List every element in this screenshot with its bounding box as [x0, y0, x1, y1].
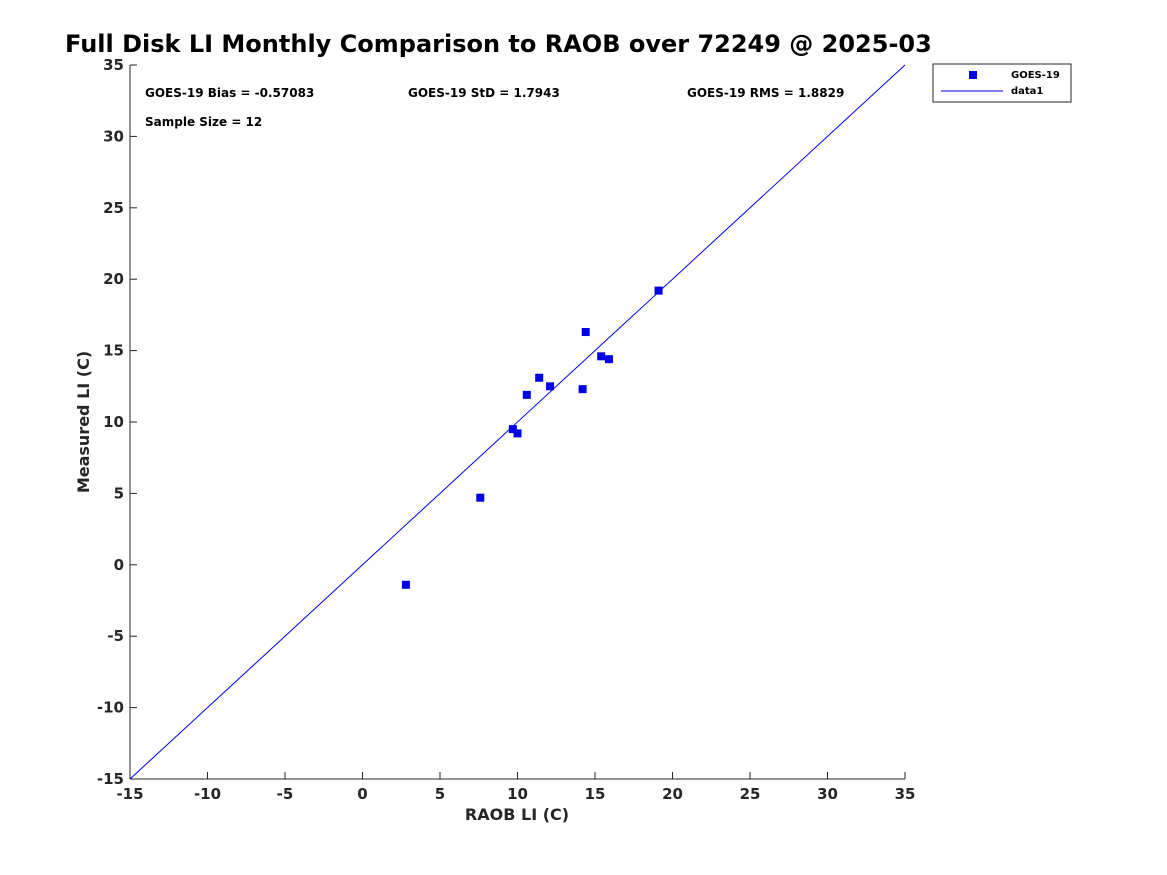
scatter-point — [401, 580, 410, 589]
y-tick-label: -10 — [97, 699, 124, 717]
scatter-point — [535, 373, 544, 382]
y-axis-label: Measured LI (C) — [74, 351, 93, 493]
scatter-point — [578, 385, 587, 394]
x-tick-label: -15 — [116, 785, 143, 803]
scatter-point — [522, 390, 531, 399]
y-tick-label: 5 — [114, 484, 124, 502]
y-tick-label: 35 — [103, 56, 124, 74]
scatter-point — [546, 382, 555, 391]
legend-box — [932, 63, 1072, 103]
scatter-point — [597, 352, 606, 361]
bias-annotation: GOES-19 Bias = -0.57083 — [145, 86, 314, 100]
y-tick-label: 30 — [103, 127, 124, 145]
x-tick-label: 10 — [507, 785, 528, 803]
scatter-point — [513, 429, 522, 438]
sample-size-annotation: Sample Size = 12 — [145, 115, 262, 129]
y-ticks: -15 -10 -5 0 5 10 15 20 25 30 35 — [97, 56, 137, 788]
series-goes19 — [401, 286, 663, 589]
y-tick-label: -15 — [97, 770, 124, 788]
scatter-point — [508, 425, 517, 434]
scatter-point — [581, 328, 590, 337]
x-tick-label: 25 — [740, 785, 761, 803]
x-tick-label: 20 — [662, 785, 683, 803]
x-tick-label: 15 — [585, 785, 606, 803]
y-tick-label: 20 — [103, 270, 124, 288]
chart-title: Full Disk LI Monthly Comparison to RAOB … — [65, 30, 932, 58]
x-ticks: -15 -10 -5 0 5 10 15 20 25 30 35 — [116, 772, 915, 803]
legend: GOES-19 data1 — [932, 63, 1072, 103]
reference-line — [129, 64, 906, 780]
y-tick-label: 25 — [103, 199, 124, 217]
std-annotation: GOES-19 StD = 1.7943 — [408, 86, 560, 100]
series-data1 — [129, 64, 906, 780]
y-tick-label: 0 — [114, 556, 124, 574]
rms-annotation: GOES-19 RMS = 1.8829 — [687, 86, 844, 100]
scatter-point — [654, 286, 663, 295]
legend-marker-goes19 — [969, 71, 977, 79]
legend-label-data1: data1 — [1011, 86, 1043, 97]
y-tick-label: 15 — [103, 342, 124, 360]
x-tick-label: -5 — [277, 785, 294, 803]
x-tick-label: 35 — [895, 785, 916, 803]
scatter-point — [604, 355, 613, 364]
x-tick-label: 5 — [435, 785, 445, 803]
x-tick-label: 0 — [357, 785, 367, 803]
y-tick-label: 10 — [103, 413, 124, 431]
legend-label-goes19: GOES-19 — [1011, 70, 1060, 81]
x-tick-label: 30 — [817, 785, 838, 803]
x-tick-label: -10 — [194, 785, 221, 803]
scatter-point — [476, 493, 485, 502]
x-axis-label: RAOB LI (C) — [465, 805, 569, 824]
y-tick-label: -5 — [107, 627, 124, 645]
